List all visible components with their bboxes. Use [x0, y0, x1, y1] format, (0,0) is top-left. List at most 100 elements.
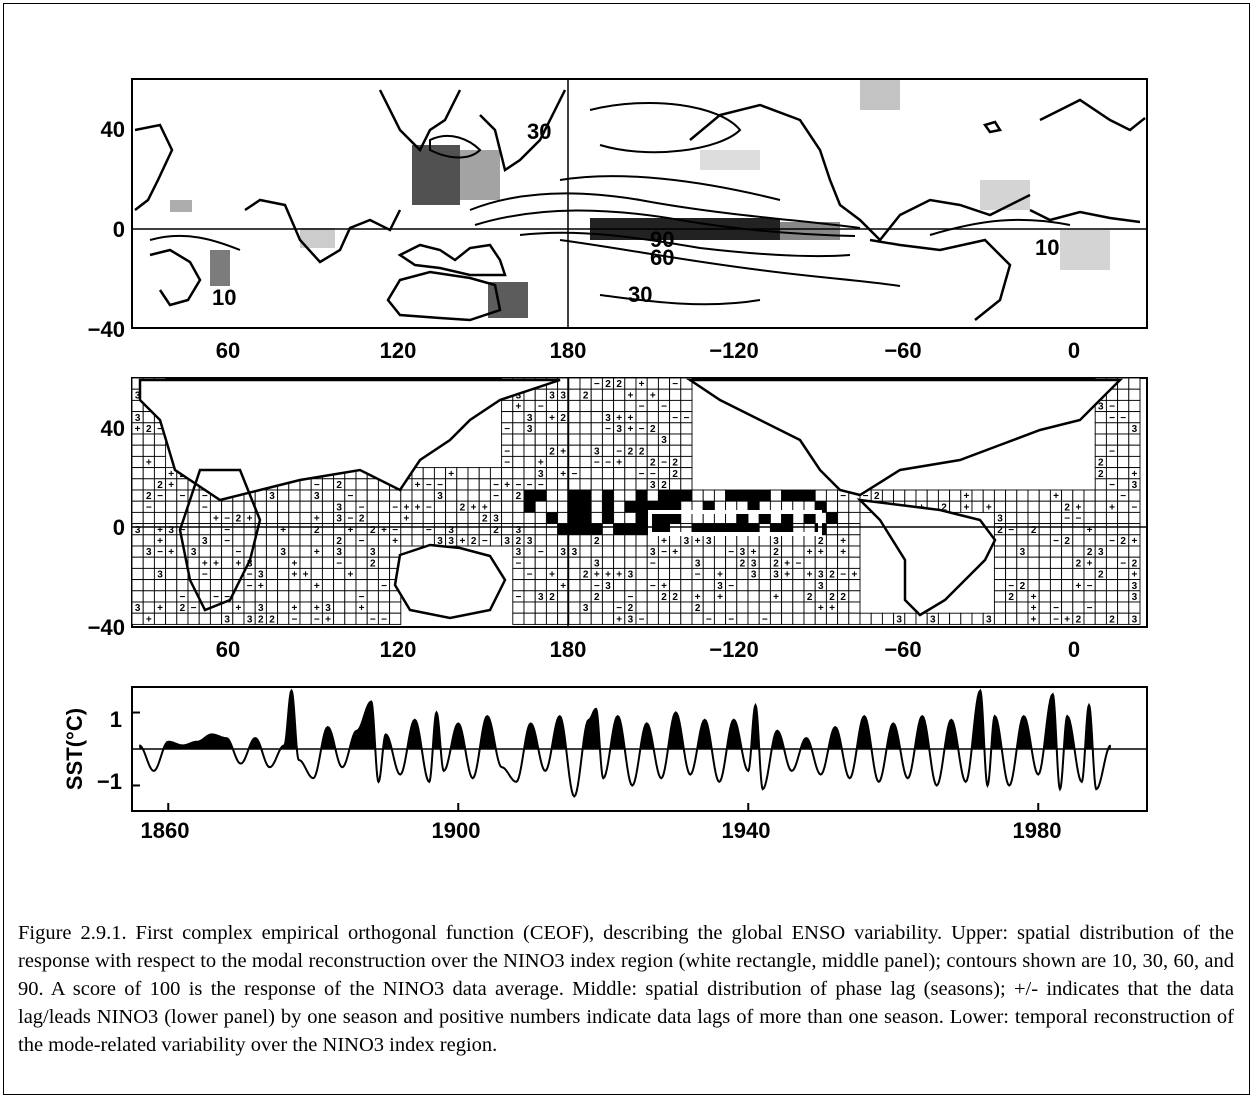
grid-cell — [713, 489, 727, 502]
grid-cell — [1105, 511, 1119, 525]
middle-lat-tick: −40 — [88, 615, 125, 640]
grid-cell-symbol: + — [359, 603, 365, 614]
grid-cell-symbol: + — [135, 424, 141, 435]
grid-cell-symbol: − — [179, 525, 185, 536]
grid-cell-symbol: 2 — [146, 424, 152, 435]
grid-cell-symbol: + — [605, 570, 611, 581]
grid-cell-symbol: − — [650, 469, 656, 480]
grid-cell-symbol: 2 — [829, 592, 835, 603]
grid-cell-symbol: − — [437, 480, 443, 491]
grid-cell — [422, 511, 435, 525]
grid-cell-symbol: + — [717, 570, 723, 581]
middle-lon-tick: 0 — [1068, 637, 1080, 662]
upper-contour-label: 60 — [650, 245, 674, 270]
grid-cell — [366, 534, 379, 547]
grid-cell — [142, 556, 155, 569]
grid-cell-symbol: 3 — [930, 614, 936, 625]
grid-cell — [1083, 612, 1096, 625]
grid-cell-symbol: 2 — [818, 536, 824, 547]
grid-cell-symbol: 3 — [247, 614, 253, 625]
grid-cell — [489, 500, 503, 513]
grid-cell-symbol: + — [146, 614, 152, 625]
grid-cell — [568, 567, 581, 581]
grid-cell — [243, 590, 256, 603]
grid-cell — [579, 534, 592, 547]
grid-cell-symbol: − — [359, 536, 365, 547]
grid-cell — [209, 523, 223, 536]
grid-cell — [646, 433, 659, 446]
grid-cell — [579, 422, 592, 435]
grid-cell — [142, 567, 155, 581]
grid-cell — [534, 567, 547, 581]
grid-cell-symbol: 2 — [336, 536, 342, 547]
grid-cell — [769, 511, 783, 525]
grid-cell-symbol: − — [146, 502, 152, 513]
grid-cell-symbol: + — [963, 502, 969, 513]
grid-cell — [254, 545, 267, 558]
grid-cell — [1005, 601, 1018, 614]
grid-cell — [523, 556, 536, 569]
grid-cell — [747, 534, 760, 547]
grid-cell — [669, 601, 682, 614]
grid-cell — [568, 444, 581, 457]
grid-cell — [1128, 601, 1141, 614]
grid-cell — [232, 612, 245, 625]
grid-cell — [501, 411, 514, 424]
grid-cell-symbol: 3 — [224, 614, 230, 625]
grid-cell — [1072, 545, 1085, 558]
grid-cell-symbol: 3 — [616, 424, 622, 435]
grid-cell — [1094, 489, 1107, 502]
grid-cell-symbol: 2 — [258, 614, 264, 625]
grid-cell — [288, 489, 301, 502]
grid-cell-symbol: 2 — [1064, 502, 1070, 513]
grid-cell — [512, 500, 525, 513]
grid-cell-symbol: 2 — [370, 558, 376, 569]
grid-cell — [209, 612, 223, 625]
grid-cell-symbol: 2 — [236, 514, 242, 525]
grid-cell — [545, 511, 559, 525]
grid-cell — [187, 612, 200, 625]
grid-cell — [825, 612, 839, 625]
grid-cell — [501, 523, 514, 536]
grid-cell — [512, 567, 525, 581]
grid-cell — [1094, 444, 1107, 457]
grid-cell-symbol: + — [1087, 558, 1093, 569]
grid-cell — [344, 500, 357, 513]
grid-cell — [669, 579, 682, 592]
grid-cell — [1038, 601, 1051, 614]
grid-cell-symbol: − — [571, 469, 577, 480]
grid-cell-symbol: 2 — [583, 390, 589, 401]
grid-cell — [299, 523, 312, 536]
grid-cell — [825, 489, 839, 502]
grid-cell — [545, 489, 559, 502]
grid-cell — [993, 612, 1007, 625]
grid-cell-symbol: 3 — [1098, 402, 1104, 413]
grid-cell — [545, 422, 559, 435]
grid-cell-symbol: − — [235, 491, 241, 502]
grid-cell-symbol: + — [963, 491, 969, 502]
grid-cell — [702, 579, 715, 592]
grid-cell — [825, 534, 839, 547]
grid-cell — [769, 601, 783, 614]
grid-cell — [568, 612, 581, 625]
grid-cell — [534, 444, 547, 457]
grid-cell — [366, 601, 379, 614]
grid-cell — [904, 489, 917, 502]
grid-cell — [624, 433, 637, 446]
grid-cell-symbol: − — [672, 413, 678, 424]
grid-cell — [153, 590, 167, 603]
grid-cell-symbol: + — [314, 547, 320, 558]
grid-cell-symbol: + — [213, 514, 219, 525]
grid-cell — [557, 422, 570, 435]
grid-cell — [131, 489, 144, 502]
grid-cell-symbol: + — [146, 458, 152, 469]
grid-cell-symbol: + — [258, 581, 264, 592]
grid-cell — [781, 545, 794, 558]
y-axis-label: SST(°C) — [62, 708, 87, 790]
grid-cell-symbol: 2 — [1076, 558, 1082, 569]
grid-cell — [355, 478, 368, 491]
grid-cell — [993, 500, 1007, 513]
grid-cell-symbol: + — [504, 480, 510, 491]
grid-cell — [153, 556, 167, 569]
grid-cell — [691, 579, 704, 592]
